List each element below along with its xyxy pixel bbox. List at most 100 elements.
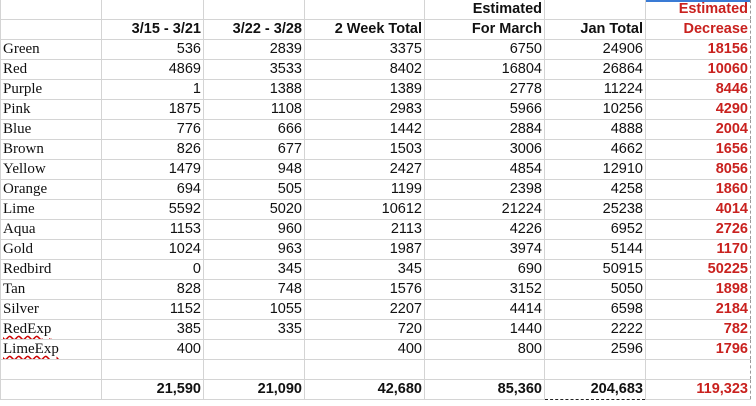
cell-jan[interactable]: 26864	[544, 59, 646, 80]
cell-two[interactable]: 400	[304, 339, 425, 360]
cell-est[interactable]: 2778	[424, 79, 545, 100]
cell-est[interactable]: 3006	[424, 139, 545, 160]
cell-dec[interactable]: 1898	[645, 279, 751, 300]
row-name[interactable]: Blue	[0, 119, 102, 140]
cell-w1[interactable]: 1153	[101, 219, 204, 240]
cell-two[interactable]: 2427	[304, 159, 425, 180]
cell-two[interactable]: 1389	[304, 79, 425, 100]
cell-two[interactable]: 1442	[304, 119, 425, 140]
cell-est[interactable]: 16804	[424, 59, 545, 80]
row-name[interactable]: Purple	[0, 79, 102, 100]
cell-jan[interactable]: 4258	[544, 179, 646, 200]
cell[interactable]	[0, 379, 102, 400]
row-name[interactable]: Tan	[0, 279, 102, 300]
cell-w1[interactable]: 400	[101, 339, 204, 360]
cell-dec[interactable]: 1170	[645, 239, 751, 260]
cell-two[interactable]: 345	[304, 259, 425, 280]
row-name[interactable]: Aqua	[0, 219, 102, 240]
cell-w2[interactable]: 748	[203, 279, 305, 300]
cell-jan[interactable]: 6598	[544, 299, 646, 320]
row-name[interactable]: Brown	[0, 139, 102, 160]
cell[interactable]	[0, 0, 102, 20]
header-est-dec-1[interactable]: Estimated	[645, 0, 751, 20]
cell[interactable]	[544, 0, 646, 20]
cell-w1[interactable]: 5592	[101, 199, 204, 220]
cell-dec[interactable]: 4014	[645, 199, 751, 220]
cell-two[interactable]: 1576	[304, 279, 425, 300]
cell[interactable]	[304, 359, 425, 380]
cell-est[interactable]: 5966	[424, 99, 545, 120]
cell-w2[interactable]: 2839	[203, 39, 305, 60]
cell-dec[interactable]: 1656	[645, 139, 751, 160]
header-est-march-1[interactable]: Estimated	[424, 0, 545, 20]
cell-w1[interactable]: 694	[101, 179, 204, 200]
cell-two[interactable]: 2113	[304, 219, 425, 240]
cell-dec[interactable]: 50225	[645, 259, 751, 280]
cell-w2[interactable]: 345	[203, 259, 305, 280]
cell-jan[interactable]: 10256	[544, 99, 646, 120]
cell-jan[interactable]: 5144	[544, 239, 646, 260]
cell[interactable]	[0, 19, 102, 40]
row-name[interactable]: Green	[0, 39, 102, 60]
cell-est[interactable]: 690	[424, 259, 545, 280]
cell-two[interactable]: 720	[304, 319, 425, 340]
total-w2[interactable]: 21,090	[203, 379, 305, 400]
cell-w1[interactable]: 828	[101, 279, 204, 300]
cell-two[interactable]: 1503	[304, 139, 425, 160]
cell-est[interactable]: 3152	[424, 279, 545, 300]
cell[interactable]	[544, 359, 646, 380]
row-name[interactable]: Lime	[0, 199, 102, 220]
cell-w2[interactable]: 963	[203, 239, 305, 260]
cell-w1[interactable]: 4869	[101, 59, 204, 80]
cell-est[interactable]: 21224	[424, 199, 545, 220]
header-two-week[interactable]: 2 Week Total	[304, 19, 425, 40]
row-name[interactable]: Redbird	[0, 259, 102, 280]
cell-est[interactable]: 800	[424, 339, 545, 360]
spreadsheet-grid[interactable]: Estimated Estimated 3/15 - 3/21 3/22 - 3…	[0, 0, 751, 400]
cell[interactable]	[101, 359, 204, 380]
cell-w1[interactable]: 1024	[101, 239, 204, 260]
cell-w1[interactable]: 1	[101, 79, 204, 100]
cell-w2[interactable]: 3533	[203, 59, 305, 80]
cell-jan[interactable]: 2596	[544, 339, 646, 360]
header-week2[interactable]: 3/22 - 3/28	[203, 19, 305, 40]
row-name[interactable]: LimeExp	[0, 339, 102, 360]
cell-dec[interactable]: 1796	[645, 339, 751, 360]
cell-w2[interactable]	[203, 339, 305, 360]
cell-jan[interactable]: 5050	[544, 279, 646, 300]
cell-w1[interactable]: 536	[101, 39, 204, 60]
cell-two[interactable]: 3375	[304, 39, 425, 60]
row-name[interactable]: Pink	[0, 99, 102, 120]
cell-w2[interactable]: 960	[203, 219, 305, 240]
cell-w2[interactable]: 1108	[203, 99, 305, 120]
row-name[interactable]: Silver	[0, 299, 102, 320]
cell-w1[interactable]: 1479	[101, 159, 204, 180]
cell-two[interactable]: 2983	[304, 99, 425, 120]
cell-est[interactable]: 1440	[424, 319, 545, 340]
row-name[interactable]: Gold	[0, 239, 102, 260]
cell-est[interactable]: 6750	[424, 39, 545, 60]
cell[interactable]	[0, 359, 102, 380]
total-w1[interactable]: 21,590	[101, 379, 204, 400]
cell-dec[interactable]: 10060	[645, 59, 751, 80]
cell-two[interactable]: 10612	[304, 199, 425, 220]
header-week1[interactable]: 3/15 - 3/21	[101, 19, 204, 40]
cell-dec[interactable]: 782	[645, 319, 751, 340]
header-est-dec-2[interactable]: Decrease	[645, 19, 751, 40]
cell-dec[interactable]: 4290	[645, 99, 751, 120]
row-name[interactable]: Red	[0, 59, 102, 80]
cell-dec[interactable]: 18156	[645, 39, 751, 60]
cell-jan[interactable]: 24906	[544, 39, 646, 60]
cell-dec[interactable]: 2726	[645, 219, 751, 240]
cell-est[interactable]: 2398	[424, 179, 545, 200]
cell[interactable]	[645, 359, 751, 380]
cell-two[interactable]: 1987	[304, 239, 425, 260]
cell-w1[interactable]: 1152	[101, 299, 204, 320]
cell[interactable]	[424, 359, 545, 380]
cell-w2[interactable]: 5020	[203, 199, 305, 220]
cell-jan[interactable]: 50915	[544, 259, 646, 280]
cell-dec[interactable]: 8056	[645, 159, 751, 180]
header-est-march-2[interactable]: For March	[424, 19, 545, 40]
cell-two[interactable]: 1199	[304, 179, 425, 200]
cell-jan[interactable]: 25238	[544, 199, 646, 220]
